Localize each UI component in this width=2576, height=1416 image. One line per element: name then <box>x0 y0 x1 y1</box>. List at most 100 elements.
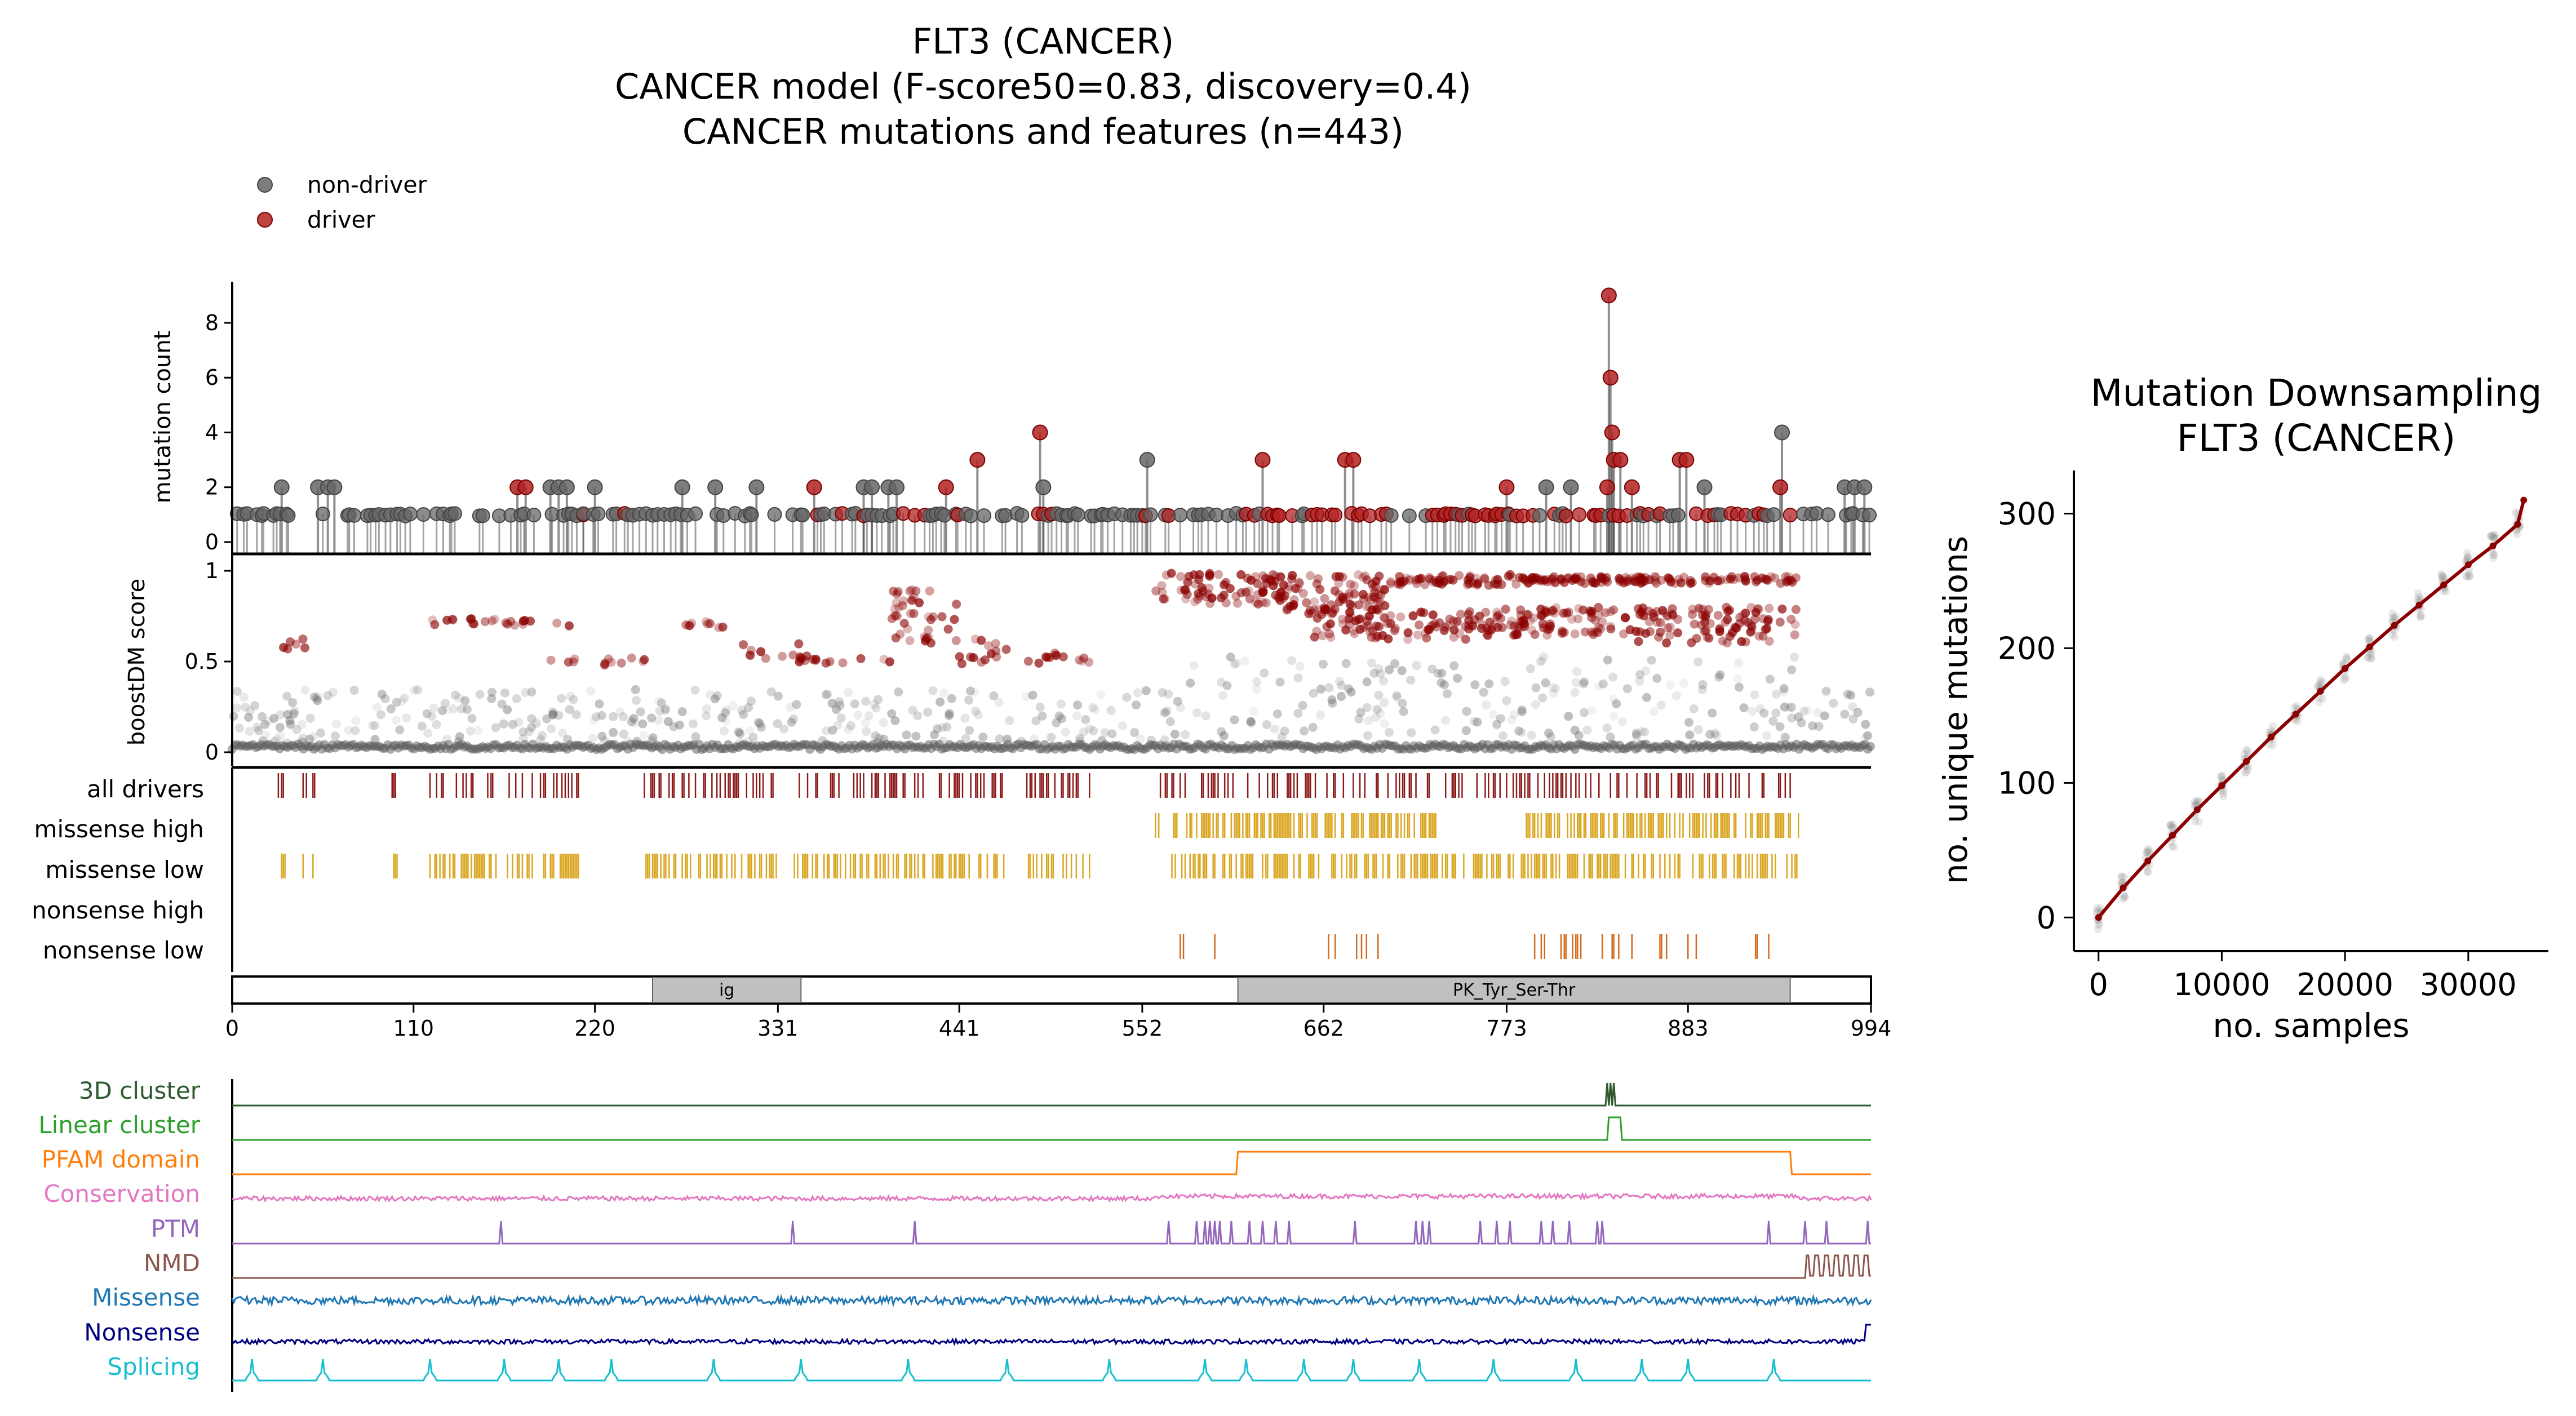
boostdm-driver-point <box>1042 652 1052 662</box>
boostdm-driver-point <box>1730 623 1739 632</box>
boostdm-driver-point <box>1334 590 1344 600</box>
boostdm-driver-point <box>1275 596 1285 605</box>
boostdm-non-driver-point <box>928 686 938 695</box>
boostdm-non-driver-point <box>442 705 452 714</box>
boostdm-driver-point <box>991 638 1000 648</box>
boostdm-driver-point <box>1431 622 1441 632</box>
non-driver-mutation-point <box>1035 479 1052 495</box>
boostdm-non-driver-point <box>1689 704 1699 713</box>
boostdm-driver-point <box>1253 579 1262 588</box>
non-driver-mutation-point <box>1538 479 1554 495</box>
boostdm-non-driver-point <box>286 720 295 729</box>
boostdm-non-driver-point <box>1075 736 1085 746</box>
boostdm-non-driver-point <box>1808 721 1817 731</box>
boostdm-driver-point <box>570 654 579 664</box>
downsampling-replicate-point <box>2218 773 2226 781</box>
non-driver-mutation-point <box>1143 507 1158 522</box>
boostdm-driver-point <box>1615 574 1624 583</box>
boostdm-driver-point <box>1395 576 1405 586</box>
downsampling-replicate-point <box>2240 750 2249 758</box>
boostdm-driver-point <box>1157 581 1167 591</box>
boostdm-driver-point <box>1725 632 1735 641</box>
boostdm-non-driver-point <box>1461 726 1471 735</box>
boostdm-non-driver-point <box>332 720 342 729</box>
boostdm-driver-point <box>1341 625 1351 635</box>
boostdm-non-driver-point <box>400 694 409 703</box>
boostdm-driver-point <box>1373 597 1382 606</box>
boostdm-non-driver-point <box>1344 684 1354 694</box>
boostdm-non-driver-point <box>1374 664 1384 673</box>
boostdm-driver-point <box>1216 593 1226 602</box>
boostdm-driver-point <box>1473 579 1482 589</box>
non-driver-mutation-point <box>1139 452 1155 468</box>
boostdm-non-driver-point <box>566 691 575 701</box>
boostdm-non-driver-point <box>1779 684 1789 694</box>
boostdm-driver-point <box>924 612 933 622</box>
boostdm-non-driver-point <box>1280 726 1289 736</box>
boostdm-non-driver-point <box>1587 705 1597 715</box>
downsampling-replicate-point <box>2438 574 2447 583</box>
downsampling-replicate-point <box>2241 769 2249 777</box>
non-driver-mutation-point <box>1402 508 1417 523</box>
boostdm-driver-point <box>1251 572 1260 582</box>
boostdm-non-driver-point <box>1061 727 1070 737</box>
boostdm-driver-point <box>1355 624 1365 634</box>
boostdm-driver-point <box>526 616 535 626</box>
boostdm-non-driver-point <box>330 731 340 741</box>
boostdm-non-driver-point <box>417 721 427 731</box>
downsampling-replicate-point <box>2464 553 2472 562</box>
boostdm-non-driver-point <box>367 721 377 730</box>
boostdm-driver-point <box>1364 602 1374 611</box>
non-driver-mutation-point <box>688 506 703 521</box>
boostdm-non-driver-point <box>542 714 552 723</box>
boostdm-driver-point <box>1485 617 1495 627</box>
downsampling-replicate-point <box>2415 593 2423 601</box>
boostdm-driver-point <box>1589 627 1599 637</box>
boostdm-non-driver-point <box>1579 679 1588 689</box>
boostdm-non-driver-point <box>1158 688 1167 698</box>
boostdm-non-driver-point <box>1784 703 1794 713</box>
boostdm-non-driver-point <box>1246 717 1256 726</box>
downsampling-replicate-point <box>2464 552 2472 561</box>
boostdm-driver-point <box>442 615 452 625</box>
boostdm-driver-point <box>1204 583 1214 593</box>
feature-track-line <box>231 1293 1872 1308</box>
boostdm-non-driver-point <box>648 733 658 743</box>
boostdm-non-driver-point <box>1327 695 1337 704</box>
downsampling-replicate-point <box>2244 747 2252 755</box>
boostdm-driver-point <box>1482 629 1492 639</box>
boostdm-non-driver-point <box>1479 687 1488 697</box>
boostdm-driver-point <box>1354 600 1363 610</box>
legend-driver-label: driver <box>307 206 375 233</box>
boostdm-non-driver-point <box>1453 673 1462 683</box>
boostdm-non-driver-point <box>270 736 280 746</box>
boostdm-driver-point <box>905 586 915 596</box>
boostdm-driver-point <box>1452 617 1462 627</box>
boostdm-non-driver-point <box>1570 687 1580 697</box>
boostdm-driver-point <box>1600 608 1610 618</box>
boostdm-non-driver-point <box>1003 734 1012 744</box>
boostdm-driver-point <box>1597 574 1607 583</box>
boostdm-non-driver-point <box>323 691 332 700</box>
boostdm-non-driver-point <box>1697 685 1707 694</box>
boostdm-non-driver-point <box>1789 652 1799 662</box>
boostdm-driver-point <box>1698 610 1708 620</box>
track-label-all-drivers: all drivers <box>87 775 204 803</box>
boostdm-non-driver-point <box>548 707 557 717</box>
boostdm-non-driver-point <box>862 727 871 736</box>
boostdm-driver-point <box>1403 635 1413 645</box>
boostdm-non-driver-point <box>1572 667 1582 676</box>
boostdm-driver-point <box>300 643 309 652</box>
boostdm-driver-point <box>1270 576 1280 586</box>
boostdm-driver-point <box>746 646 756 655</box>
boostdm-driver-point <box>1514 624 1523 633</box>
boostdm-driver-point <box>1670 579 1679 588</box>
boostdm-non-driver-point <box>429 703 439 713</box>
boostdm-driver-point <box>1445 614 1455 624</box>
boostdm-driver-point <box>1504 571 1513 581</box>
boostdm-non-driver-point <box>1693 725 1703 734</box>
track-label-missense-high: missense high <box>34 815 204 843</box>
boostdm-non-driver-point <box>460 696 470 705</box>
boostdm-driver-point <box>1253 599 1263 609</box>
boostdm-non-driver-point <box>1380 698 1389 707</box>
